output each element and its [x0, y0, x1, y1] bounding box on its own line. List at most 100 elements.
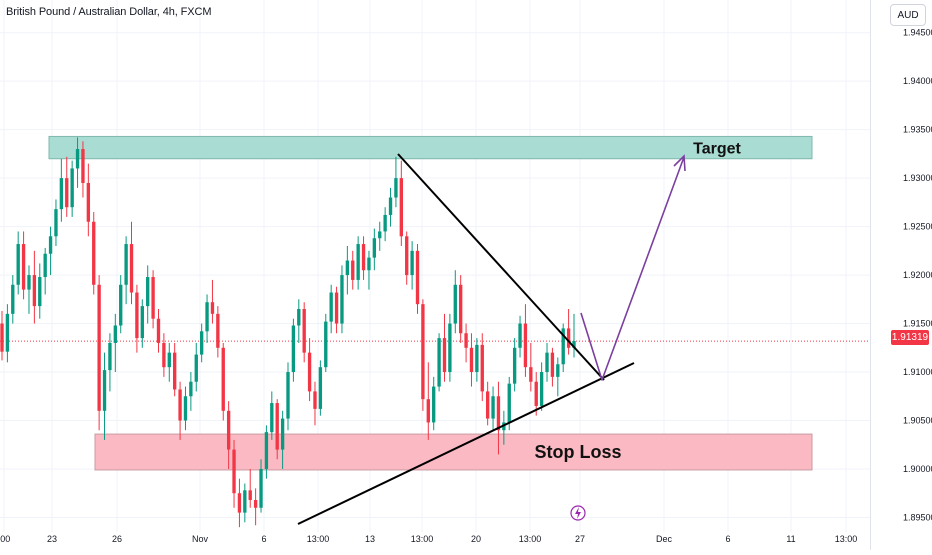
y-tick-label: 1.90000: [903, 464, 932, 474]
x-tick-label: 13:00: [307, 534, 330, 544]
candle-body: [426, 399, 430, 423]
candle-body: [32, 275, 37, 307]
candle-body: [550, 352, 555, 377]
candle-body: [437, 338, 441, 387]
candle-body: [432, 386, 436, 423]
x-tick-label: 13:00: [519, 534, 542, 544]
candle-body: [345, 260, 350, 276]
candle-body: [405, 236, 409, 276]
candle-body: [545, 352, 549, 373]
candle-body: [135, 292, 139, 339]
drawings: [297, 153, 686, 525]
candle-body: [194, 354, 198, 382]
zones: Target Stop Loss: [48, 135, 813, 471]
candle-body: [485, 391, 490, 419]
candle-body: [59, 178, 64, 210]
x-tick-label: 6: [261, 534, 266, 544]
candle-body: [264, 432, 269, 469]
candle-body: [5, 313, 10, 352]
x-tick-label: Dec: [656, 534, 673, 544]
descending-trendline: [397, 153, 605, 381]
x-tick-label: 27: [575, 534, 585, 544]
candle-body: [178, 389, 182, 421]
x-tick-label: 11: [786, 534, 795, 544]
target-zone: [48, 135, 813, 160]
projection-arrowhead: [673, 154, 686, 172]
candle-body: [340, 275, 344, 324]
candles: [0, 137, 576, 528]
candle-body: [173, 352, 177, 390]
candle-body: [421, 304, 425, 400]
candle-body: [383, 214, 387, 232]
candle-body: [108, 342, 112, 371]
x-tick-label: 23: [47, 534, 57, 544]
candle-body: [270, 403, 274, 433]
candle-body: [21, 244, 26, 290]
candle-body: [259, 468, 263, 508]
candle-body: [199, 331, 204, 355]
candle-body: [512, 347, 517, 384]
candle-body: [453, 284, 457, 324]
candle-body: [221, 347, 225, 411]
candle-body: [572, 341, 576, 348]
y-tick-label: 1.91000: [903, 367, 932, 377]
x-tick-label: Nov: [192, 534, 209, 544]
x-tick-label: :00: [0, 534, 10, 544]
y-tick-label: 1.93500: [903, 125, 932, 135]
candle-body: [140, 306, 144, 339]
axes: 1.89500 1.90000 1.90500 1.91000 1.91500 1.920…: [0, 28, 932, 544]
x-tick-label: 20: [471, 534, 481, 544]
candle-body: [205, 302, 209, 332]
target-label: Target: [693, 141, 741, 158]
x-tick-label: 26: [112, 534, 122, 544]
candle-body: [518, 323, 522, 348]
chart-title: British Pound / Australian Dollar, 4h, F…: [6, 6, 212, 18]
candle-body: [324, 321, 328, 368]
candle-body: [253, 500, 258, 508]
x-tick-label: 13:00: [411, 534, 434, 544]
candle-body: [124, 244, 128, 285]
y-tick-label: 1.94000: [903, 76, 932, 86]
y-tick-label: 1.92000: [903, 270, 932, 280]
candle-body: [378, 231, 382, 239]
candle-body: [442, 338, 447, 373]
candle-body: [415, 250, 420, 305]
currency-button[interactable]: AUD: [890, 4, 926, 26]
candle-body: [556, 364, 560, 377]
candle-body: [146, 277, 150, 307]
candle-body: [27, 275, 31, 290]
candle-body: [11, 284, 15, 314]
candle-body: [92, 221, 96, 285]
candle-body: [248, 490, 252, 501]
y-tick-label: 1.91500: [903, 319, 932, 329]
candle-body: [394, 178, 398, 198]
candle-body: [507, 383, 511, 423]
candle-body: [388, 197, 393, 215]
candle-body: [491, 396, 495, 419]
candle-body: [367, 257, 371, 271]
x-tick-label: 13:00: [835, 534, 858, 544]
candle-body: [151, 277, 155, 319]
candle-body: [54, 209, 58, 237]
candle-body: [97, 284, 101, 411]
candle-body: [38, 277, 42, 307]
candle-body: [464, 333, 468, 348]
candle-body: [86, 182, 91, 222]
candle-body: [243, 490, 247, 513]
stop-loss-zone: [94, 433, 813, 471]
candle-body: [75, 149, 80, 169]
candle-body: [356, 244, 360, 280]
projection-path: [580, 156, 685, 381]
candle-body: [0, 323, 4, 352]
y-tick-label: 1.92500: [903, 222, 932, 232]
candle-body: [539, 372, 544, 406]
candle-body: [280, 418, 285, 450]
candle-body: [291, 325, 296, 373]
candle-body: [183, 396, 188, 421]
candle-body: [459, 284, 463, 334]
candle-body: [43, 253, 47, 278]
x-tick-label: 13: [365, 534, 375, 544]
candle-body: [48, 236, 53, 254]
